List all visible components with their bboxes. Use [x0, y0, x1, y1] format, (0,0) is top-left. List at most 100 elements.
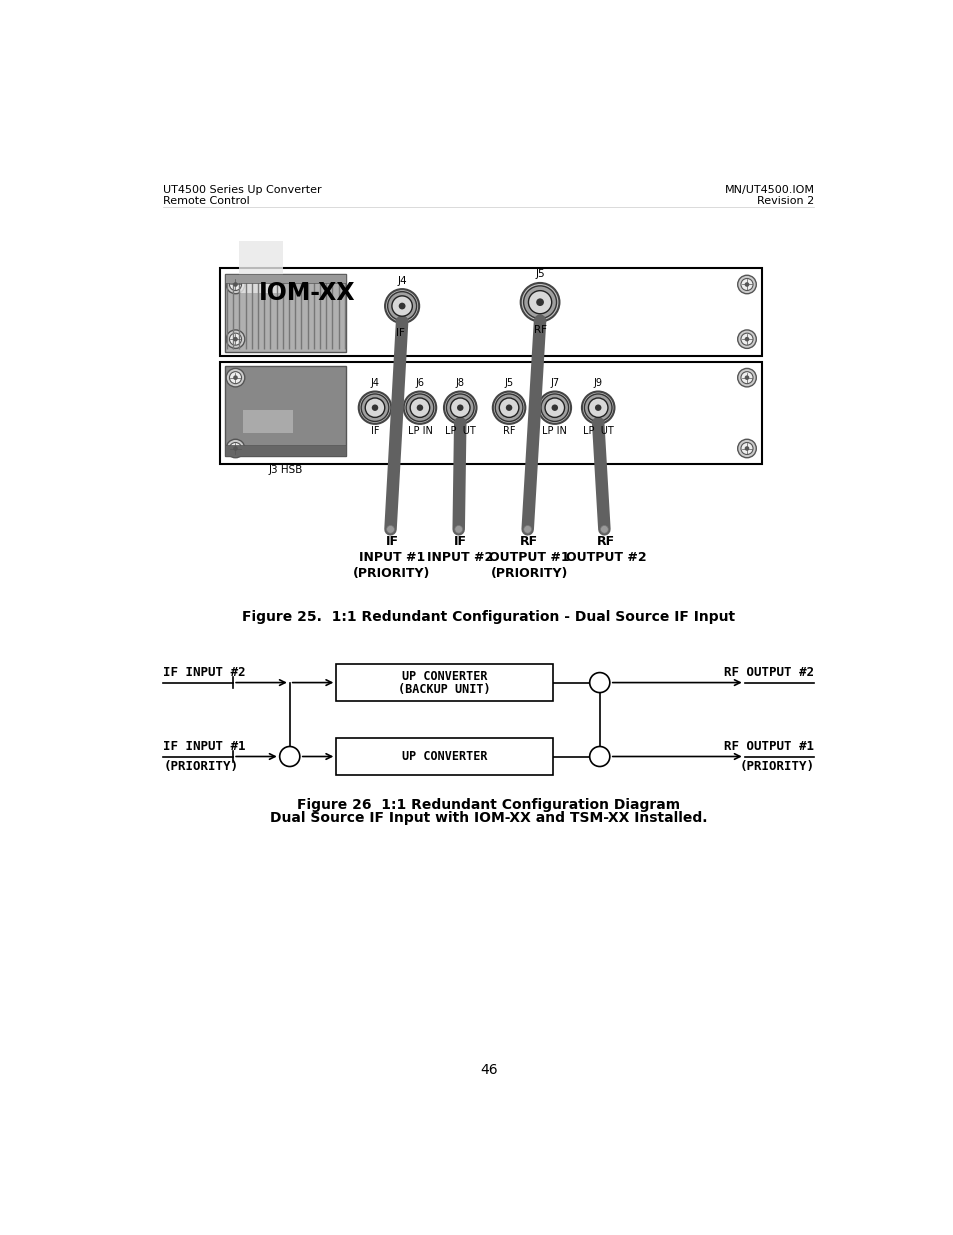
Circle shape	[233, 446, 237, 451]
Circle shape	[230, 278, 241, 290]
Circle shape	[386, 526, 394, 534]
Bar	[243, 410, 293, 433]
Circle shape	[589, 673, 609, 693]
Text: IF INPUT #1: IF INPUT #1	[163, 741, 246, 753]
Circle shape	[520, 283, 558, 321]
Text: LP  UT: LP UT	[582, 426, 613, 436]
Circle shape	[744, 375, 748, 380]
Circle shape	[599, 526, 608, 534]
Circle shape	[581, 391, 614, 424]
Circle shape	[551, 404, 558, 411]
Text: Revision 2: Revision 2	[757, 196, 814, 206]
Circle shape	[410, 398, 429, 417]
Circle shape	[523, 285, 556, 319]
Circle shape	[416, 404, 423, 411]
Circle shape	[737, 440, 756, 458]
Text: IF: IF	[395, 327, 404, 337]
Text: J3 HSB: J3 HSB	[269, 466, 303, 475]
Circle shape	[528, 290, 551, 314]
Circle shape	[505, 404, 512, 411]
Bar	[225, 366, 346, 456]
Bar	[225, 274, 346, 283]
Text: RF OUTPUT #1: RF OUTPUT #1	[723, 741, 814, 753]
Circle shape	[740, 442, 752, 454]
Text: Figure 25.  1:1 Redundant Configuration - Dual Source IF Input: Figure 25. 1:1 Redundant Configuration -…	[242, 610, 735, 624]
Text: J8: J8	[456, 378, 464, 389]
Circle shape	[446, 394, 474, 421]
Bar	[335, 664, 553, 701]
Circle shape	[372, 404, 377, 411]
Bar	[220, 362, 761, 464]
Text: (BACKUP UNIT): (BACKUP UNIT)	[398, 683, 491, 697]
Text: LP IN: LP IN	[407, 426, 432, 436]
Text: RF OUTPUT #2: RF OUTPUT #2	[723, 667, 814, 679]
Circle shape	[740, 333, 752, 345]
Circle shape	[588, 398, 607, 417]
Text: MN/UT4500.IOM: MN/UT4500.IOM	[723, 185, 814, 195]
Text: (PRIORITY): (PRIORITY)	[739, 761, 814, 773]
Circle shape	[540, 394, 568, 421]
Text: RF: RF	[502, 426, 515, 436]
Text: IOM-XX: IOM-XX	[258, 282, 355, 305]
Text: J6: J6	[415, 378, 424, 389]
Circle shape	[230, 333, 241, 345]
Text: LP  UT: LP UT	[444, 426, 476, 436]
Circle shape	[365, 398, 384, 417]
Circle shape	[744, 446, 748, 451]
Circle shape	[358, 391, 391, 424]
Text: J7: J7	[550, 378, 558, 389]
Circle shape	[279, 746, 299, 767]
Text: RF: RF	[534, 325, 546, 335]
Circle shape	[537, 391, 571, 424]
Circle shape	[498, 398, 518, 417]
Text: LP IN: LP IN	[542, 426, 567, 436]
Text: UP CONVERTER: UP CONVERTER	[401, 669, 487, 683]
Bar	[335, 739, 553, 776]
Bar	[225, 445, 346, 456]
Circle shape	[398, 303, 405, 310]
Text: J5: J5	[504, 378, 513, 389]
Circle shape	[589, 746, 609, 767]
Text: IF: IF	[371, 426, 379, 436]
Text: 46: 46	[479, 1063, 497, 1077]
Circle shape	[740, 372, 752, 384]
Circle shape	[744, 282, 748, 287]
Circle shape	[544, 398, 564, 417]
Circle shape	[443, 391, 476, 424]
Circle shape	[385, 289, 418, 324]
Circle shape	[523, 526, 531, 534]
Circle shape	[744, 337, 748, 341]
Circle shape	[406, 394, 434, 421]
Circle shape	[226, 368, 245, 387]
Circle shape	[536, 299, 543, 306]
Bar	[239, 241, 282, 293]
Circle shape	[403, 391, 436, 424]
Text: IF
INPUT #1
(PRIORITY): IF INPUT #1 (PRIORITY)	[353, 535, 431, 579]
Circle shape	[361, 394, 389, 421]
Bar	[225, 274, 346, 352]
Text: Figure 26  1:1 Redundant Configuration Diagram: Figure 26 1:1 Redundant Configuration Di…	[297, 798, 679, 813]
Circle shape	[495, 394, 522, 421]
Circle shape	[226, 330, 245, 348]
Circle shape	[233, 282, 237, 287]
Text: J4: J4	[370, 378, 379, 389]
Text: UT4500 Series Up Converter: UT4500 Series Up Converter	[163, 185, 322, 195]
Circle shape	[387, 291, 416, 320]
Circle shape	[493, 391, 525, 424]
Circle shape	[233, 337, 237, 341]
Circle shape	[595, 404, 600, 411]
Text: Remote Control: Remote Control	[163, 196, 250, 206]
Circle shape	[737, 368, 756, 387]
Text: Dual Source IF Input with IOM-XX and TSM-XX Installed.: Dual Source IF Input with IOM-XX and TSM…	[270, 811, 707, 825]
Circle shape	[233, 375, 237, 380]
Text: IF INPUT #2: IF INPUT #2	[163, 667, 246, 679]
Circle shape	[226, 440, 245, 458]
Circle shape	[737, 275, 756, 294]
Text: J4: J4	[396, 277, 407, 287]
Text: UP CONVERTER: UP CONVERTER	[401, 750, 487, 763]
Circle shape	[737, 330, 756, 348]
Circle shape	[230, 372, 241, 384]
Circle shape	[450, 398, 470, 417]
Circle shape	[456, 404, 463, 411]
Circle shape	[740, 278, 752, 290]
